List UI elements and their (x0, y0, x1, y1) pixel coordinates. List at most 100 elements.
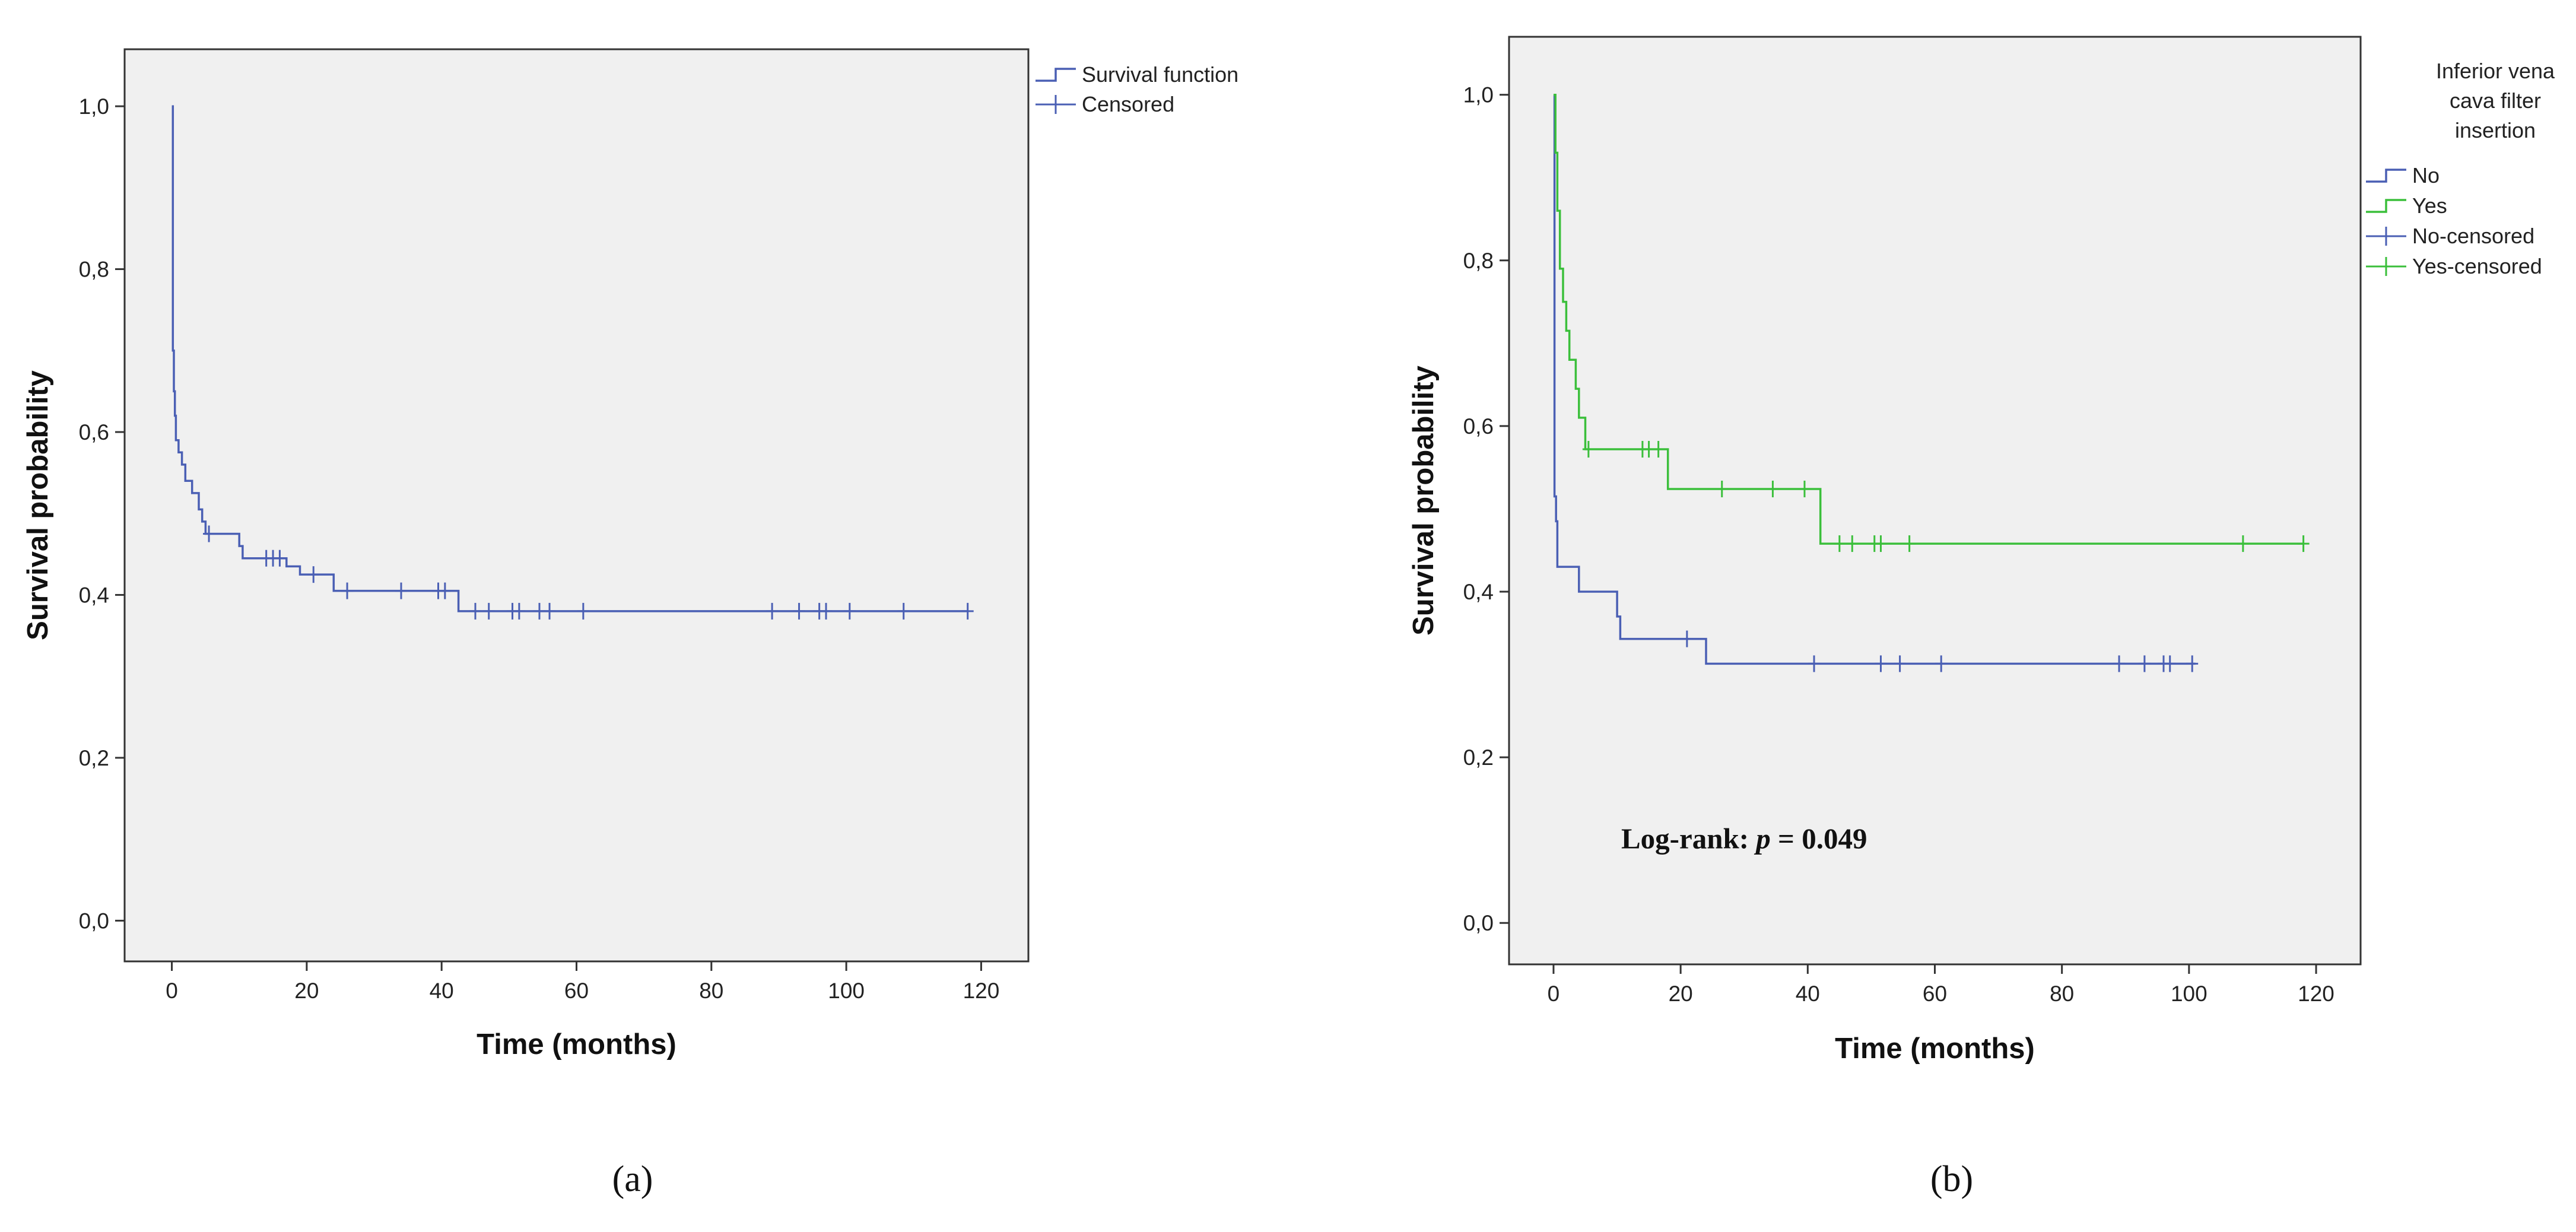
censor-mark (307, 566, 320, 583)
legend-item: Yes (2366, 193, 2447, 218)
x-tick-label: 40 (1796, 982, 1820, 1006)
x-tick-label: 80 (2050, 982, 2074, 1006)
censor-mark (2138, 655, 2151, 672)
y-tick-label: 0,8 (1463, 249, 1494, 273)
survival-step-line (171, 105, 968, 612)
censor-mark (1833, 535, 1846, 553)
x-tick-label: 100 (828, 979, 865, 1003)
legend: Inferior vena cava filter insertion No Yes No… (2366, 59, 2555, 278)
x-tick-label: 0 (166, 979, 178, 1003)
panel-label: (a) (612, 1159, 653, 1199)
legend: Survival function Censored (1036, 62, 1238, 116)
log-rank-annotation: Log-rank: p = 0.049 (1621, 823, 1867, 855)
censor-mark (1716, 480, 1728, 497)
survival-step-line (1553, 93, 2196, 665)
censor-mark (395, 582, 407, 599)
legend-step-swatch (2366, 169, 2406, 183)
y-tick-label: 0,4 (79, 583, 109, 607)
legend-label: Yes-censored (2412, 254, 2542, 278)
y-axis-title: Survival probability (1408, 366, 1440, 636)
x-tick-label: 100 (2171, 982, 2207, 1006)
x-tick-label: 40 (430, 979, 454, 1003)
legend-item: Yes-censored (2366, 254, 2542, 278)
censor-mark (1894, 655, 1906, 672)
legend-step-swatch (1036, 68, 1076, 82)
legend-item: No (2366, 163, 2440, 188)
y-tick-label: 1,0 (1463, 83, 1494, 107)
x-axis-title: Time (months) (477, 1028, 676, 1060)
x-tick-label: 80 (699, 979, 723, 1003)
censor-mark (577, 602, 589, 620)
y-tick-label: 0,4 (1463, 580, 1494, 604)
legend-title-line: cava filter (2450, 88, 2541, 113)
censor-mark (766, 602, 779, 620)
series-yes (1554, 93, 2310, 553)
legend-label: No-censored (2412, 224, 2534, 248)
censor-mark (897, 602, 910, 620)
censor-mark (1903, 535, 1916, 553)
x-tick-label: 120 (963, 979, 1000, 1003)
censor-mark (1808, 655, 1821, 672)
chart-panel-a: 0 20 40 60 80 100 120 0,0 0,2 0,4 0,6 0,8 1,0 Time (m… (22, 48, 1238, 1199)
annotation-prefix: Log-rank: (1621, 823, 1756, 855)
legend-label: No (2412, 163, 2440, 188)
y-tick-label: 0,0 (1463, 911, 1494, 935)
censor-mark (961, 602, 974, 620)
x-tick-label: 60 (1923, 982, 1947, 1006)
x-axis-title: Time (months) (1835, 1033, 2035, 1065)
censor-mark (1681, 630, 1693, 647)
y-tick-label: 0,6 (79, 420, 109, 444)
series-survival-function (171, 105, 974, 620)
censor-mark (2297, 535, 2310, 553)
x-tick-label: 20 (294, 979, 319, 1003)
legend-step-swatch (2366, 199, 2406, 213)
censor-mark (341, 582, 354, 599)
censor-mark (1935, 655, 1948, 672)
censor-mark (533, 602, 545, 620)
legend-item: Censored (1036, 92, 1174, 116)
annotation-value: = 0.049 (1771, 823, 1867, 855)
censor-mark (820, 602, 833, 620)
y-tick-label: 1,0 (79, 94, 109, 119)
legend-title-line: Inferior vena (2436, 59, 2555, 83)
survival-step-line (1554, 93, 2304, 545)
censor-mark (2186, 655, 2199, 672)
censor-mark (1582, 440, 1594, 458)
y-tick-label: 0,6 (1463, 414, 1494, 439)
chart-panel-b: 0 20 40 60 80 100 120 0,0 0,2 0,4 0,6 0,8 1,0 Time (m… (1408, 36, 2555, 1199)
y-axis-title: Survival probability (22, 370, 54, 640)
censor-mark (1798, 480, 1810, 497)
censor-mark (2164, 655, 2176, 672)
series-no (1553, 93, 2199, 672)
y-tick-label: 0,2 (1463, 745, 1494, 770)
censor-mark (513, 602, 525, 620)
x-tick-label: 20 (1669, 982, 1693, 1006)
x-tick-label: 120 (2298, 982, 2334, 1006)
censor-mark (793, 602, 805, 620)
censor-mark (1875, 655, 1887, 672)
censor-mark (1767, 480, 1779, 497)
y-tick-label: 0,8 (79, 258, 109, 282)
censor-mark (544, 602, 556, 620)
plot-area (1508, 36, 2362, 966)
censor-mark (439, 582, 451, 599)
censor-mark (1652, 440, 1665, 458)
censor-mark (2237, 535, 2249, 553)
panel-label: (b) (1930, 1159, 1973, 1199)
censor-mark (203, 525, 215, 542)
legend-item: Survival function (1036, 62, 1238, 87)
y-tick-label: 0,2 (79, 746, 109, 770)
x-tick-label: 60 (564, 979, 589, 1003)
censor-mark (469, 602, 482, 620)
y-tick-label: 0,0 (79, 909, 109, 933)
legend-title-line: insertion (2455, 118, 2536, 142)
plot-area (123, 48, 1030, 963)
censor-mark (274, 550, 286, 567)
censor-mark (482, 602, 495, 620)
annotation-p-symbol: p (1754, 823, 1771, 855)
censor-mark (1846, 535, 1859, 553)
legend-item: No-censored (2366, 224, 2534, 248)
censor-mark (1875, 535, 1887, 553)
legend-label: Yes (2412, 193, 2447, 218)
